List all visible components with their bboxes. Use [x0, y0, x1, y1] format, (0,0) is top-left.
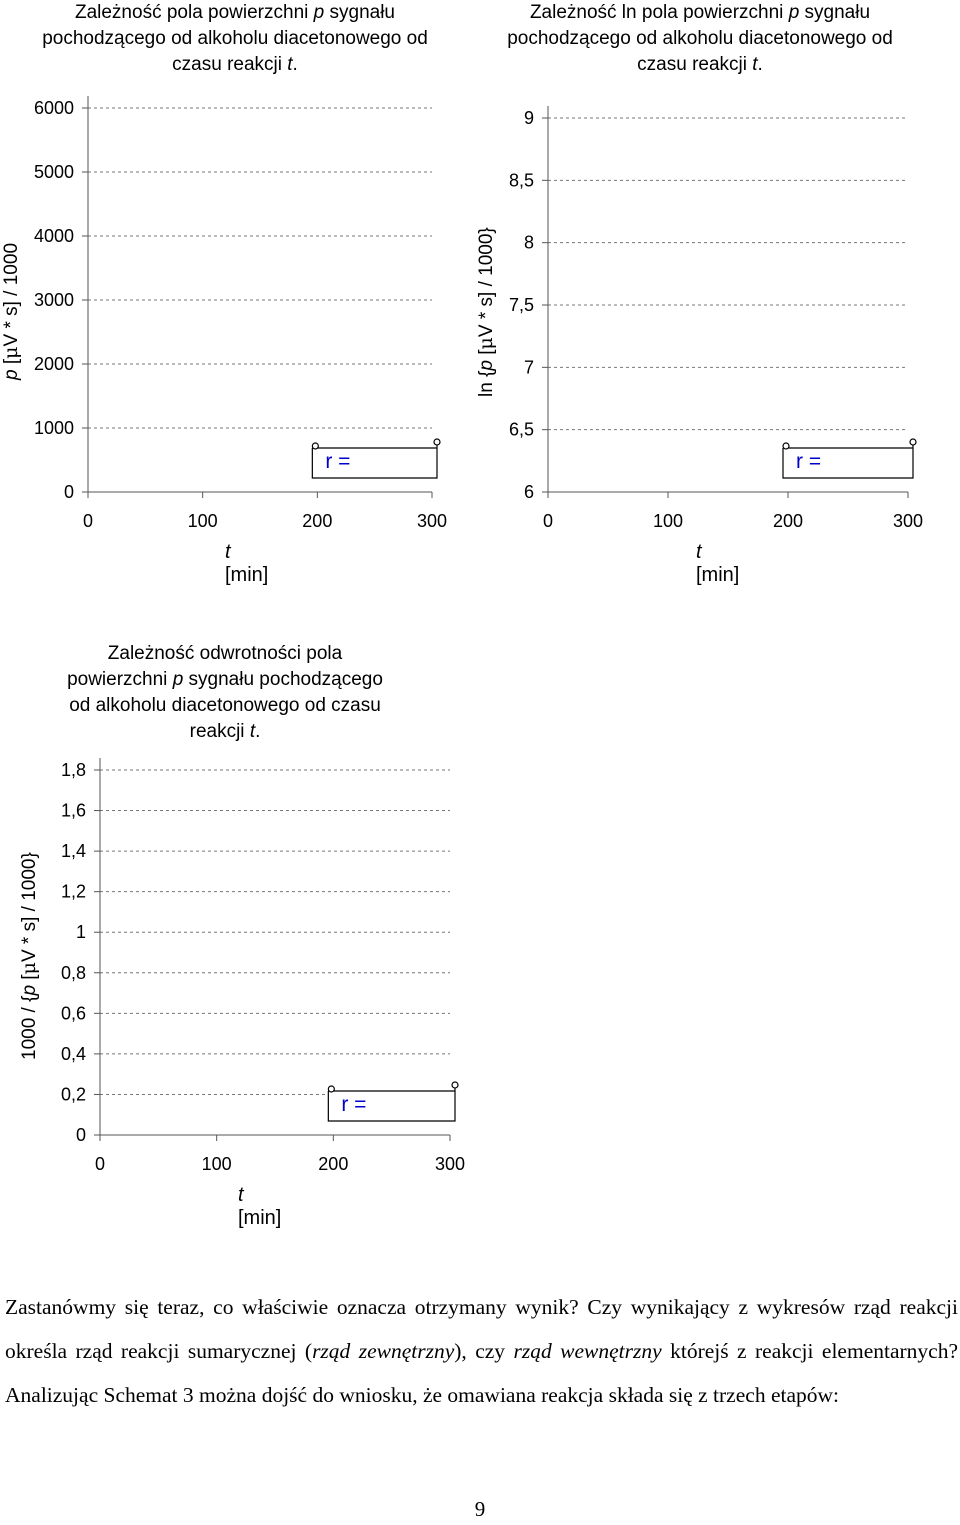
chart-3-plot: 0 0,2 0,4 0,6 0,8 1 1,2 1,4 1,6 1,8 0 100 200 300 r = — [61, 758, 465, 1174]
page-number: 9 — [474, 1497, 486, 1521]
paragraph-segment: rząd zewnętrzny — [312, 1339, 455, 1363]
y-tick-label: 1,2 — [61, 882, 86, 902]
label-part: p — [313, 2, 325, 23]
y-tick-label: 0 — [64, 482, 74, 502]
r-annotation-box: r = — [782, 438, 917, 479]
y-tick-label: 1,8 — [61, 760, 86, 780]
scroll-curl-left — [782, 442, 790, 450]
x-tick-label: 200 — [318, 1154, 348, 1174]
r-annotation-label: r = — [325, 450, 350, 473]
chart-1-title: Zależność pola powierzchni p sygnału poc… — [40, 0, 430, 78]
scroll-curl-right — [451, 1081, 459, 1089]
chart-1-xlabel: t [min] — [225, 541, 268, 587]
y-tick-label: 6 — [524, 482, 534, 502]
label-part: p — [788, 2, 800, 23]
r-annotation-label: r = — [796, 450, 821, 473]
label-part: t — [696, 541, 702, 563]
y-tick-label: 0,2 — [61, 1084, 86, 1104]
label-part: p — [172, 669, 184, 690]
paragraph-segment: którejś z reakcji elementarnych? Analizu… — [5, 1339, 958, 1407]
label-part: t — [287, 54, 293, 75]
label-part: . — [292, 54, 298, 75]
r-annotation-box: r = — [311, 438, 441, 479]
y-tick-label: 7,5 — [509, 295, 534, 315]
x-tick-label: 100 — [202, 1154, 232, 1174]
y-tick-label: 0,4 — [61, 1044, 86, 1064]
label-part: [min] — [238, 1207, 282, 1229]
label-part: sygnału pochodzącego od alkoholu diaceto… — [69, 669, 383, 742]
label-part: . — [757, 54, 763, 75]
label-part: [min] — [225, 564, 269, 586]
y-tick-label: 2000 — [34, 354, 74, 374]
label-part: t — [225, 541, 231, 563]
chart-3-title: Zależność odwrotności pola powierzchni p… — [60, 641, 390, 745]
x-tick-label: 100 — [653, 511, 683, 531]
label-part: sygnału pochodzącego od alkoholu diaceto… — [507, 2, 893, 75]
label-part: t — [238, 1184, 244, 1206]
y-tick-label: 1,4 — [61, 841, 86, 861]
x-tick-label: 200 — [773, 511, 803, 531]
y-tick-label: 0,6 — [61, 1003, 86, 1023]
y-tick-label: 6000 — [34, 98, 74, 118]
x-tick-label: 300 — [417, 511, 447, 531]
scroll-curl-right — [909, 438, 917, 446]
y-tick-label: 8,5 — [509, 170, 534, 190]
y-tick-label: 0,8 — [61, 963, 86, 983]
r-annotation-label: r = — [341, 1093, 366, 1116]
label-part: Zależność odwrotności pola powierzchni — [67, 643, 343, 690]
label-part: Zależność pola powierzchni — [74, 2, 314, 23]
paragraph-segment: rząd wewnętrzny — [513, 1339, 662, 1363]
chart-2-title: Zależność ln pola powierzchni p sygnału … — [505, 0, 895, 78]
r-annotation-box: r = — [327, 1081, 459, 1122]
scroll-frame — [311, 442, 438, 479]
y-tick-label: 0 — [76, 1125, 86, 1145]
y-tick-label: 6,5 — [509, 420, 534, 440]
x-tick-label: 0 — [95, 1154, 105, 1174]
body-paragraph: Zastanówmy się teraz, co właściwie oznac… — [5, 1285, 958, 1417]
x-tick-label: 300 — [893, 511, 923, 531]
y-tick-label: 7 — [524, 357, 534, 377]
y-tick-label: 5000 — [34, 162, 74, 182]
chart-1-plot: 0 1000 2000 3000 4000 5000 6000 0 100 200 300 r = — [34, 96, 447, 531]
label-part: . — [255, 721, 261, 742]
scroll-curl-left — [311, 442, 319, 450]
y-tick-label: 3000 — [34, 290, 74, 310]
chart-3-xlabel: t [min] — [238, 1184, 281, 1230]
label-part: t — [752, 54, 758, 75]
label-part: Zależność ln pola powierzchni — [529, 2, 789, 23]
x-tick-label: 300 — [435, 1154, 465, 1174]
scroll-curl-right — [433, 438, 441, 446]
chart-2-xlabel: t [min] — [696, 541, 739, 587]
scroll-frame — [327, 1085, 456, 1122]
y-tick-label: 8 — [524, 233, 534, 253]
label-part: sygnału pochodzącego od alkoholu diaceto… — [42, 2, 428, 75]
y-tick-label: 1,6 — [61, 801, 86, 821]
scroll-curl-left — [327, 1085, 335, 1093]
x-tick-label: 0 — [543, 511, 553, 531]
y-tick-label: 1000 — [34, 418, 74, 438]
x-tick-label: 0 — [83, 511, 93, 531]
label-part: [min] — [696, 564, 740, 586]
y-tick-label: 1 — [76, 922, 86, 942]
paragraph-segment: Zastanówmy się teraz, co właściwie oznac… — [5, 1295, 958, 1363]
chart-2-plot: 6 6,5 7 7,5 8 8,5 9 0 100 200 300 r = — [509, 106, 923, 531]
paragraph-segment: ), czy — [454, 1339, 514, 1363]
y-tick-label: 9 — [524, 108, 534, 128]
x-tick-label: 100 — [188, 511, 218, 531]
label-part: t — [249, 721, 256, 742]
y-tick-label: 4000 — [34, 226, 74, 246]
x-tick-label: 200 — [302, 511, 332, 531]
scroll-frame — [782, 442, 914, 479]
